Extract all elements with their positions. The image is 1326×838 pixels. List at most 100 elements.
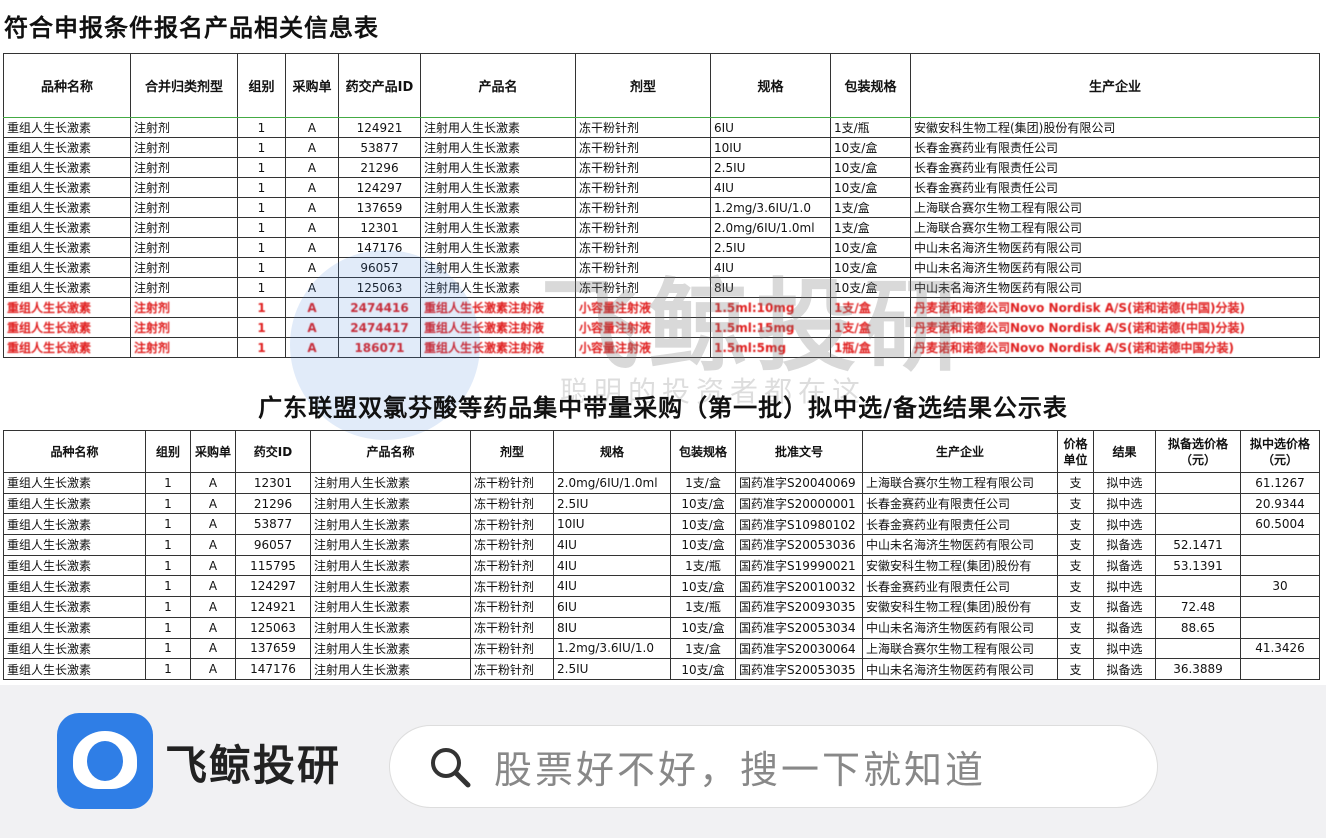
table-row: 重组人生长激素 注射剂 1 A 147176 注射用人生长激素 冻干粉针剂 2.5IU 10支/… [3,237,1320,258]
table-cell: 注射剂 [130,137,238,158]
table-registered-products: 品种名称 合并归类剂型 组别 采购单 药交产品ID 产品名 剂型 规格 包装规格 生产企业 重组人生… [3,53,1320,358]
table-cell: A [190,492,236,515]
table-cell: 重组人生长激素 [3,596,146,618]
table-cell: 1 [237,277,286,298]
table-cell: 中山未名海济生物医药有限公司 [910,237,1320,258]
table-cell: 国药准字S20053036 [735,534,863,556]
table-cell: 注射用人生长激素 [420,197,576,218]
table-row: 重组人生长激素 1 A 124297 注射用人生长激素 冻干粉针剂 4IU 10支/盒 国药准字… [3,575,1320,598]
table-cell: 冻干粉针剂 [470,492,554,515]
table-cell: 1.5ml:15mg [710,317,831,338]
table-cell [1155,492,1241,515]
column-header: 剂型 [470,430,554,473]
table-cell: 长春金赛药业有限责任公司 [910,177,1320,198]
table-cell: 21296 [338,157,421,178]
table-cell: 中山未名海济生物医药有限公司 [862,616,1058,639]
column-header: 采购单 [285,53,339,118]
table-cell: 重组人生长激素注射液 [420,297,576,318]
column-header: 药交ID [235,430,311,473]
table-cell: 2.5IU [710,237,831,258]
table-cell: 137659 [338,197,421,218]
table-cell: 注射剂 [130,157,238,178]
table-cell: 重组人生长激素 [3,513,146,536]
column-header: 品种名称 [3,430,146,473]
table-cell: 冻干粉针剂 [470,534,554,556]
column-header: 品种名称 [3,53,131,118]
table-cell: 拟中选 [1093,575,1156,598]
table-cell: 2474417 [338,317,421,338]
table-selection-results: 品种名称 组别 采购单 药交ID 产品名称 剂型 规格 包装规格 批准文号 生产企业 价格单位 结果拟… [3,430,1320,680]
table-cell: 上海联合赛尔生物工程有限公司 [862,637,1058,660]
table-cell: 重组人生长激素 [3,257,131,278]
table-cell: 支 [1057,492,1094,515]
table-cell: 国药准字S10980102 [735,513,863,536]
table-cell: 1 [237,337,286,358]
table-cell: 1 [237,157,286,178]
table-cell: A [285,217,339,238]
table-cell: A [285,317,339,338]
table-cell: A [285,337,339,358]
table-cell: 上海联合赛尔生物工程有限公司 [862,472,1058,494]
table-cell: A [285,137,339,158]
table-cell: 重组人生长激素 [3,117,131,138]
table-cell: 1 [145,575,191,598]
table-cell: 冻干粉针剂 [575,177,711,198]
table-cell [1240,658,1320,680]
table-cell: A [285,297,339,318]
table-cell: 注射剂 [130,237,238,258]
table-cell: 注射剂 [130,337,238,358]
table-cell: 1 [145,637,191,660]
search-box[interactable]: 股票好不好，搜一下就知道 [389,725,1158,808]
table-cell: 上海联合赛尔生物工程有限公司 [910,197,1320,218]
table-cell: 10支/盒 [830,257,911,278]
table-cell: 注射用人生长激素 [310,658,471,680]
table-cell: 88.65 [1155,616,1241,639]
table-cell: 53877 [235,513,311,536]
table-cell: 96057 [235,534,311,556]
table-cell: 冻干粉针剂 [575,237,711,258]
table-cell: 注射剂 [130,177,238,198]
table-cell: 1 [237,297,286,318]
column-header: 拟中选价格（元） [1240,430,1320,473]
table-cell: 冻干粉针剂 [470,472,554,494]
table-cell: 支 [1057,513,1094,536]
table-cell: 重组人生长激素 [3,297,131,318]
table-cell: 支 [1057,575,1094,598]
table-row: 重组人生长激素 1 A 12301 注射用人生长激素 冻干粉针剂 2.0mg/6IU/1.0… [3,472,1320,494]
table-cell: 1 [237,217,286,238]
search-icon [431,747,471,787]
table-cell: A [190,534,236,556]
table-cell: 重组人生长激素 [3,217,131,238]
table-cell: 中山未名海济生物医药有限公司 [862,658,1058,680]
table-cell: 1 [237,117,286,138]
table-cell: 重组人生长激素 [3,337,131,358]
table-cell: 冻干粉针剂 [470,575,554,598]
table-cell: 10支/盒 [670,534,736,556]
table-cell: 丹麦诺和诺德公司Novo Nordisk A/S(诺和诺德(中国)分装) [910,317,1320,338]
table-cell: 10支/盒 [830,277,911,298]
table-cell: 重组人生长激素 [3,317,131,338]
table-cell: 小容量注射液 [575,317,711,338]
table-cell: 60.5004 [1240,513,1320,536]
table-row: 重组人生长激素 1 A 137659 注射用人生长激素 冻干粉针剂 1.2mg/3.6IU/… [3,637,1320,660]
table-cell: 1瓶/盒 [830,337,911,358]
table-row: 重组人生长激素 注射剂 1 A 12301 注射用人生长激素 冻干粉针剂 2.0mg/6IU/… [3,217,1320,238]
table-cell: 注射用人生长激素 [420,137,576,158]
table-cell: 1 [145,554,191,577]
table-cell: 2.5IU [710,157,831,178]
table-row: 重组人生长激素 注射剂 1 A 2474417 重组人生长激素注射液 小容量注射液 1.5ml… [3,317,1320,338]
table-cell: 41.3426 [1240,637,1320,660]
table-cell [1155,513,1241,536]
table-cell: 注射剂 [130,197,238,218]
column-header: 包装规格 [830,53,911,118]
table-cell: 重组人生长激素 [3,237,131,258]
table-cell: 安徽安科生物工程(集团)股份有 [862,554,1058,577]
table-cell: 拟中选 [1093,472,1156,494]
table-cell: 注射用人生长激素 [420,257,576,278]
table-cell: 冻干粉针剂 [470,513,554,536]
table-row: 重组人生长激素 1 A 147176 注射用人生长激素 冻干粉针剂 2.5IU 10支/盒 国药… [3,658,1320,680]
table-row: 重组人生长激素 1 A 125063 注射用人生长激素 冻干粉针剂 8IU 10支/盒 国药准字… [3,616,1320,639]
table-cell: 小容量注射液 [575,337,711,358]
table-cell: 丹麦诺和诺德公司Novo Nordisk A/S(诺和诺德(中国)分装) [910,297,1320,318]
table-cell: 1.2mg/3.6IU/1.0 [553,637,671,660]
